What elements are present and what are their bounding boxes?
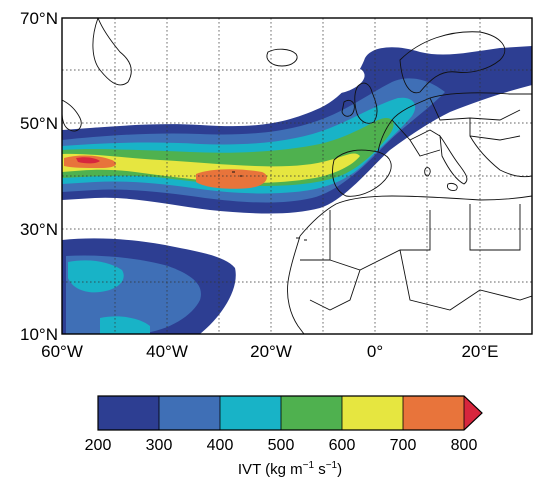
coast-sicily (447, 183, 458, 191)
lat-label-70n: 70°N (20, 9, 58, 28)
ivt-band-600 (62, 153, 360, 183)
atmospheric-river (62, 46, 532, 214)
coast-greenland (92, 18, 132, 86)
coast-scandinavia (399, 31, 506, 94)
colorbar-segment-500-600 (281, 396, 342, 430)
colorbar-title-main: IVT (kg m (238, 461, 303, 478)
ivt-south-400 (68, 260, 124, 293)
lon-labels: 60°W 40°W 20°W 0° 20°E (41, 342, 498, 361)
colorbar-segment-400-500 (220, 396, 281, 430)
colorbar-tick-800: 800 (451, 437, 478, 454)
colorbar-title: IVT (kg m−1 s−1) (238, 460, 342, 478)
coast-sardinia (424, 167, 431, 177)
colorbar-segment-300-400 (159, 396, 220, 430)
lat-labels: 70°N 50°N 30°N 10°N (20, 9, 58, 344)
coast-europe (377, 92, 532, 153)
border-africa-3 (399, 249, 532, 311)
coast-iceland (266, 48, 298, 67)
border-europe-2 (409, 139, 441, 157)
coast-labrador (62, 99, 82, 132)
border-africa-4 (309, 269, 361, 311)
coast-azores (232, 171, 242, 177)
coast-north-africa (299, 195, 532, 237)
ivt-south-400b (100, 316, 150, 334)
colorbar-tick-500: 500 (268, 437, 295, 454)
colorbar-segment-700-800 (403, 396, 464, 430)
colorbar-tick-400: 400 (207, 437, 234, 454)
colorbar-tick-700: 700 (390, 437, 417, 454)
colorbar-title-sup2: −1 (326, 460, 338, 471)
colorbar-dividers (158, 396, 465, 430)
colorbar-segment-600-700 (342, 396, 403, 430)
border-europe-1 (391, 119, 441, 141)
lat-label-50n: 50°N (20, 114, 58, 133)
colorbar-segment-200-300 (98, 396, 159, 430)
colorbar-tick-300: 300 (146, 437, 173, 454)
border-africa-5 (469, 204, 521, 251)
map-frame (61, 17, 533, 335)
colorbar-title-sup1: −1 (303, 460, 315, 471)
coast-ireland (341, 99, 355, 117)
coast-iberia (332, 149, 392, 197)
coast-west-africa (287, 235, 305, 334)
lon-label-40w: 40°W (146, 342, 188, 361)
colorbar: 200 300 400 500 600 700 800 IVT (kg m−1 … (85, 395, 483, 478)
graticule (62, 18, 532, 334)
ivt-band-700-core (196, 169, 267, 189)
colorbar-tick-200: 200 (85, 437, 112, 454)
map-content (62, 18, 532, 334)
colorbar-tick-600: 600 (329, 437, 356, 454)
coast-canary (296, 237, 307, 241)
ivt-blob-north-sea (317, 66, 365, 94)
lon-label-0: 0° (367, 342, 383, 361)
coast-britain (354, 82, 378, 124)
colorbar-title-end: ) (337, 461, 342, 478)
lat-label-10n: 10°N (20, 325, 58, 344)
subtropical-ivt (62, 238, 236, 334)
lon-label-20w: 20°W (250, 342, 292, 361)
colorbar-extend-max (464, 396, 482, 430)
lon-label-20e: 20°E (461, 342, 498, 361)
colorbar-title-mid: s (314, 461, 326, 478)
border-europe-4 (469, 118, 521, 141)
coast-italy (439, 134, 468, 185)
coast-balkans (469, 135, 532, 178)
ivt-band-max (76, 157, 100, 164)
lat-label-30n: 30°N (20, 220, 58, 239)
coastlines (62, 18, 532, 334)
lon-label-60w: 60°W (41, 342, 83, 361)
